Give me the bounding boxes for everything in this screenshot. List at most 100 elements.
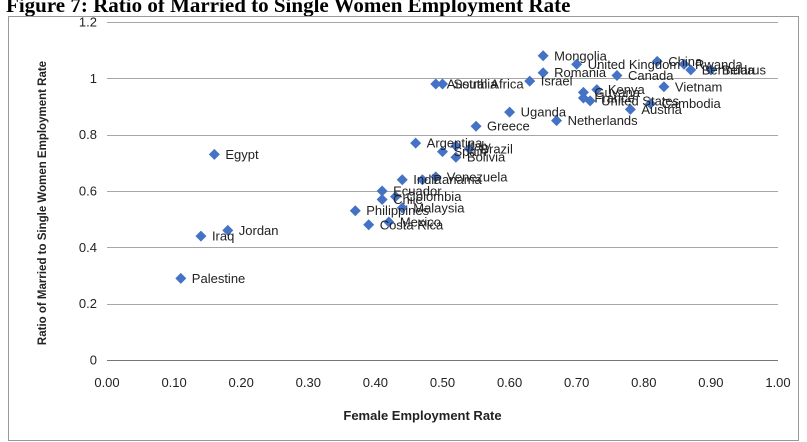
data-point-label: Italy (467, 138, 491, 153)
data-point (524, 75, 536, 87)
data-point (376, 193, 388, 205)
data-point (537, 50, 549, 62)
data-point-label: Panama (433, 172, 482, 187)
x-tick-label: 0.60 (497, 375, 522, 390)
data-point (383, 216, 395, 228)
x-tick-label: 0.80 (631, 375, 656, 390)
y-tick-label: 1 (90, 71, 97, 86)
y-tick-label: 0.2 (79, 296, 97, 311)
data-point-label: Guyana (594, 85, 640, 100)
data-point (396, 202, 408, 214)
data-point-label: Chile (393, 192, 423, 207)
data-point-label: United States (601, 93, 680, 108)
y-tick-label: 0.4 (79, 240, 97, 255)
x-tick-label: 0.10 (161, 375, 186, 390)
y-tick-label: 0.6 (79, 184, 97, 199)
data-point-label: Cambodia (662, 96, 722, 111)
data-point-label: Mexico (400, 214, 441, 229)
x-axis-title: Female Employment Rate (343, 408, 501, 423)
data-point (390, 191, 402, 203)
x-tick-label: 0.50 (430, 375, 455, 390)
data-point (577, 86, 589, 98)
data-point (437, 78, 448, 90)
x-tick-label: 1.00 (765, 375, 790, 390)
data-points (175, 50, 717, 284)
chart-frame (8, 16, 799, 441)
data-point (504, 106, 516, 118)
data-point (571, 58, 583, 70)
data-point (376, 185, 388, 197)
data-point-label: France (594, 91, 634, 106)
data-point-label: Venezuela (447, 169, 508, 184)
grid-lines (107, 22, 778, 305)
data-point (470, 120, 482, 132)
data-point (705, 64, 717, 76)
data-point-label: Jordan (239, 223, 279, 238)
data-point-label: Iraq (212, 229, 234, 244)
data-point (396, 174, 408, 186)
data-point-label: Israel (541, 74, 573, 89)
data-point (208, 148, 220, 160)
data-point-label: China (668, 54, 703, 69)
data-point (658, 81, 670, 93)
data-point (430, 171, 442, 183)
data-point (584, 95, 596, 107)
data-point (611, 70, 623, 82)
data-point-label: Costa Rica (380, 217, 444, 232)
data-point (685, 64, 697, 76)
data-point (410, 137, 422, 149)
data-point (450, 140, 462, 152)
data-point-label: Brazil (480, 141, 513, 156)
data-point-label: United Kingdom (588, 57, 681, 72)
data-point-label: Argentina (427, 136, 483, 151)
data-point-label: Mongolia (554, 48, 608, 63)
y-tick-label: 0 (90, 353, 97, 368)
data-point (430, 78, 442, 90)
x-tick-label: 0.20 (229, 375, 254, 390)
data-point-label: Greece (487, 119, 530, 134)
data-point-label: Netherlands (568, 113, 639, 128)
data-point-label: Belarus (722, 62, 767, 77)
data-point-label: Canada (628, 68, 674, 83)
data-point (537, 67, 549, 79)
data-point-label: Egypt (225, 147, 259, 162)
x-tick-label: 0.90 (698, 375, 723, 390)
data-point (450, 151, 462, 163)
x-tick-label: 0.30 (296, 375, 321, 390)
data-point (591, 84, 603, 96)
x-tick-label: 0.40 (363, 375, 388, 390)
tick-labels: 0 0.2 0.4 0.6 0.8 1 1.2 0.00 0.10 0.20 0.30 0.40 0.5… (79, 15, 791, 391)
data-point (651, 55, 663, 67)
y-tick-label: 0.8 (79, 127, 97, 142)
data-point-label: Palestine (192, 271, 245, 286)
data-point-label: Ecuador (393, 184, 442, 199)
page-title: Figure 7: Ratio of Married to Single Wom… (6, 0, 571, 17)
data-point-label: Malaysia (413, 200, 465, 215)
data-point (678, 58, 690, 70)
x-tick-label: 0.00 (94, 375, 119, 390)
data-point-label: Bermuda (702, 62, 756, 77)
data-point-label: Uganda (521, 105, 567, 120)
data-point (645, 98, 657, 110)
data-point-label: South Africa (454, 76, 525, 91)
data-point (222, 224, 234, 236)
data-point-label: Vietnam (675, 79, 722, 94)
data-point-label: Romania (554, 65, 607, 80)
data-point-label: Spain (454, 144, 487, 159)
y-axis-title: Ratio of Married to Single Women Employm… (37, 61, 49, 345)
data-point (349, 205, 361, 217)
data-point-label: India (413, 172, 442, 187)
data-point-label: Rwanda (695, 57, 743, 72)
data-point-label: Colombia (407, 189, 463, 204)
data-point (624, 103, 636, 115)
data-point-label: Australia (447, 76, 498, 91)
data-point-label: Philippines (366, 203, 429, 218)
data-point (363, 219, 375, 231)
data-point (195, 230, 207, 242)
data-point (551, 115, 563, 127)
data-point (437, 146, 448, 158)
data-point (463, 143, 475, 155)
data-point-label: Kenya (608, 82, 646, 97)
